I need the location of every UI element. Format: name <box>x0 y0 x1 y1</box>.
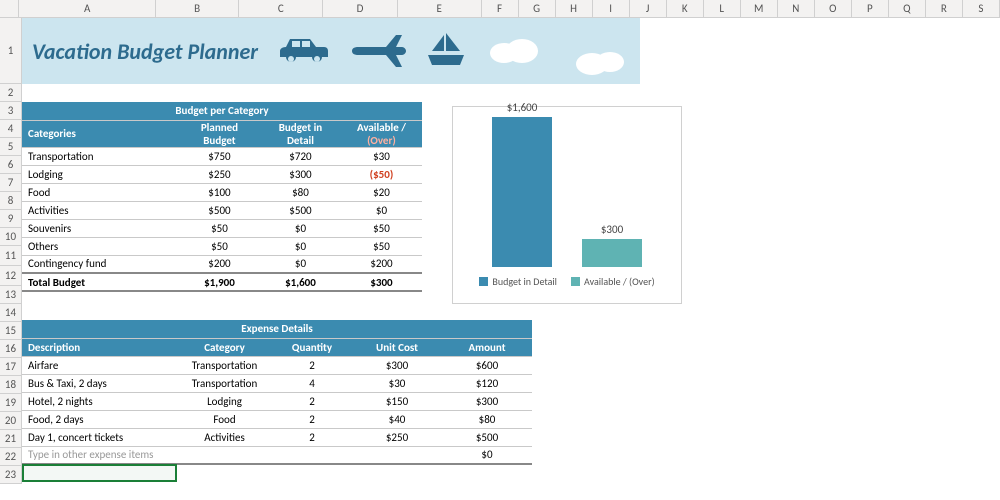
budget-table[interactable]: Budget per CategoryCategoriesPlanned Bud… <box>22 102 422 292</box>
col-header[interactable]: D <box>323 0 398 17</box>
row-header[interactable]: 23 <box>0 466 22 484</box>
table-row[interactable]: Activities$500$500$0 <box>22 201 422 219</box>
table-row[interactable]: Souvenirs$50$0$50 <box>22 219 422 237</box>
chart-bar: $300 <box>582 239 642 267</box>
col-header[interactable]: S <box>963 0 1000 17</box>
row-header[interactable]: 1 <box>0 18 22 84</box>
table-row[interactable]: AirfareTransportation2$300$600 <box>22 356 532 374</box>
table-row[interactable]: Lodging$250$300($50) <box>22 165 422 183</box>
expense-table[interactable]: Expense DetailsDescriptionCategoryQuanti… <box>22 320 532 465</box>
col-header[interactable]: R <box>926 0 963 17</box>
col-header[interactable]: C <box>239 0 323 17</box>
col-header[interactable]: J <box>630 0 667 17</box>
row-header[interactable]: 3 <box>0 102 22 120</box>
table-row[interactable]: Food, 2 daysFood2$40$80 <box>22 410 532 428</box>
col-header: Budget in Detail <box>260 120 341 147</box>
table-row[interactable]: Hotel, 2 nightsLodging2$150$300 <box>22 392 532 410</box>
row-header[interactable]: 4 <box>0 120 22 138</box>
col-header: Planned Budget <box>179 120 260 147</box>
col-header[interactable]: I <box>593 0 630 17</box>
table-row[interactable]: Day 1, concert ticketsActivities2$250$50… <box>22 428 532 446</box>
row-header[interactable]: 7 <box>0 174 22 192</box>
cell-selection <box>22 464 177 482</box>
row-header[interactable]: 6 <box>0 156 22 174</box>
col-header[interactable]: H <box>556 0 593 17</box>
col-header[interactable]: K <box>667 0 704 17</box>
row-headers: 1234567891011121314151617181920212223 <box>0 18 22 484</box>
table-row[interactable]: Others$50$0$50 <box>22 237 422 255</box>
chart-bar: $1,600 <box>492 117 552 267</box>
table-title: Budget per Category <box>22 102 422 120</box>
legend-item: Budget in Detail <box>479 275 557 288</box>
col-header[interactable]: M <box>741 0 778 17</box>
row-header[interactable]: 11 <box>0 246 22 266</box>
col-header[interactable]: B <box>156 0 240 17</box>
col-header: Unit Cost <box>352 338 442 356</box>
budget-chart: $1,600 $300 Budget in Detail Available / (… <box>452 106 682 304</box>
col-header[interactable]: Q <box>889 0 926 17</box>
row-header[interactable]: 15 <box>0 322 22 340</box>
col-header: Categories <box>22 120 179 147</box>
column-headers: ABCDEFGHIJKLMNOPQRS <box>0 0 1000 18</box>
total-row[interactable]: Total Budget$1,900$1,600$300 <box>22 273 422 291</box>
table-row[interactable]: Type in other expense items$0 <box>22 446 532 464</box>
col-header[interactable]: F <box>482 0 519 17</box>
car-icon <box>278 35 330 67</box>
col-header[interactable]: O <box>815 0 852 17</box>
row-header[interactable]: 2 <box>0 84 22 102</box>
row-header[interactable]: 13 <box>0 286 22 304</box>
row-header[interactable]: 8 <box>0 192 22 210</box>
row-header[interactable]: 22 <box>0 448 22 466</box>
row-header[interactable]: 19 <box>0 394 22 412</box>
row-header[interactable]: 5 <box>0 138 22 156</box>
table-row[interactable]: Contingency fund$200$0$200 <box>22 255 422 273</box>
col-header[interactable]: L <box>704 0 741 17</box>
col-header[interactable]: A <box>19 0 155 17</box>
col-header[interactable]: G <box>519 0 556 17</box>
row-header[interactable]: 17 <box>0 358 22 376</box>
banner-title: Vacation Budget Planner <box>32 38 258 65</box>
banner-icons <box>278 31 542 71</box>
row-header[interactable]: 9 <box>0 210 22 228</box>
table-row[interactable]: Food$100$80$20 <box>22 183 422 201</box>
col-header: Available / (Over) <box>341 120 422 147</box>
col-header: Quantity <box>272 338 352 356</box>
plane-icon <box>348 33 406 69</box>
cloud-icon <box>486 37 542 65</box>
row-header[interactable]: 14 <box>0 304 22 322</box>
row-header[interactable]: 12 <box>0 266 22 286</box>
banner: Vacation Budget Planner <box>22 18 640 84</box>
col-header[interactable]: N <box>778 0 815 17</box>
row-header[interactable]: 18 <box>0 376 22 394</box>
col-header[interactable]: E <box>398 0 482 17</box>
boat-icon <box>424 31 468 71</box>
row-header[interactable]: 21 <box>0 430 22 448</box>
col-header[interactable]: P <box>852 0 889 17</box>
row-header[interactable]: 16 <box>0 340 22 358</box>
col-header: Category <box>177 338 272 356</box>
spreadsheet: ABCDEFGHIJKLMNOPQRS 12345678910111213141… <box>0 0 1000 500</box>
table-row[interactable]: Bus & Taxi, 2 daysTransportation4$30$120 <box>22 374 532 392</box>
row-header[interactable]: 10 <box>0 228 22 246</box>
col-header: Amount <box>442 338 532 356</box>
table-title: Expense Details <box>22 320 532 338</box>
col-header: Description <box>22 338 177 356</box>
table-row[interactable]: Transportation$750$720$30 <box>22 147 422 165</box>
legend-item: Available / (Over) <box>571 275 655 288</box>
cloud-icon <box>570 48 630 78</box>
row-header[interactable]: 20 <box>0 412 22 430</box>
